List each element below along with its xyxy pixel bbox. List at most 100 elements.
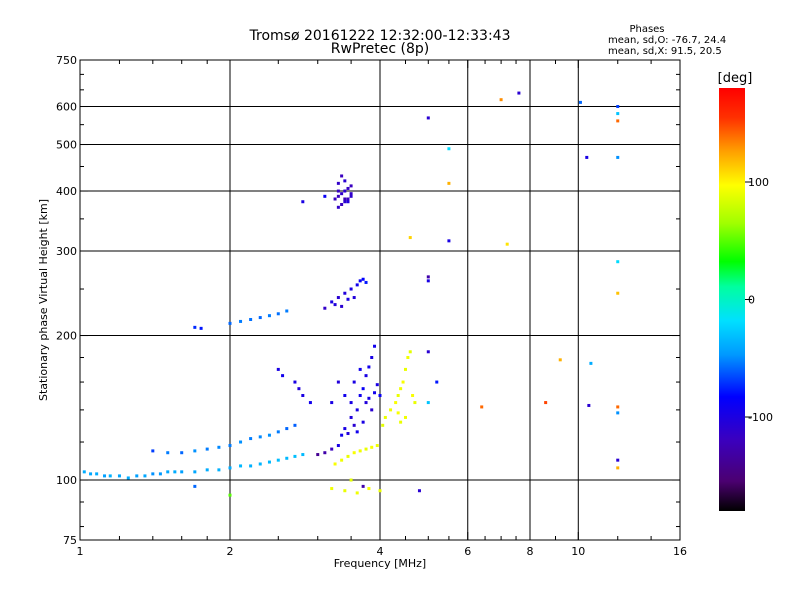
series-group xyxy=(276,344,382,457)
colorbar-tick-label: -100 xyxy=(748,411,773,424)
data-point xyxy=(616,466,620,470)
data-point xyxy=(435,380,439,384)
data-point xyxy=(267,314,271,318)
data-point xyxy=(352,423,356,427)
chart-subtitle: RwPretec (8p) xyxy=(331,41,429,57)
data-point xyxy=(151,449,155,453)
x-tick-label: 4 xyxy=(377,545,384,558)
data-point xyxy=(193,449,197,453)
stats-heading: Phases xyxy=(629,24,664,35)
x-tick-label: 10 xyxy=(571,545,585,558)
data-point xyxy=(346,186,350,190)
data-point xyxy=(336,189,340,193)
data-point xyxy=(228,466,232,470)
data-point xyxy=(378,489,382,493)
colorbar-tick-label: 100 xyxy=(748,176,769,189)
stats-o-mode: mean, sd,O: -76.7, 24.4 xyxy=(608,35,726,46)
data-point xyxy=(411,394,415,398)
data-point xyxy=(285,309,289,313)
data-point xyxy=(333,303,337,307)
data-point xyxy=(364,374,368,378)
data-point xyxy=(352,296,356,300)
data-point xyxy=(117,474,121,478)
data-point xyxy=(228,493,232,497)
data-point xyxy=(343,197,347,201)
data-point xyxy=(193,470,197,474)
data-point xyxy=(336,380,340,384)
data-point xyxy=(95,472,99,476)
data-point xyxy=(587,403,591,407)
data-point xyxy=(180,470,184,474)
data-point xyxy=(544,401,548,405)
data-point xyxy=(343,394,347,398)
data-point xyxy=(364,280,368,284)
data-points xyxy=(82,91,620,497)
data-point xyxy=(616,291,620,295)
data-point xyxy=(293,380,297,384)
data-point xyxy=(267,433,271,437)
y-tick-label: 100 xyxy=(56,474,77,487)
series-group xyxy=(330,350,417,495)
data-point xyxy=(217,468,221,472)
data-point xyxy=(417,489,421,493)
y-axis-label: Stationary phase Virtual Height [km] xyxy=(37,199,50,401)
data-point xyxy=(616,260,620,264)
data-point xyxy=(370,408,374,412)
data-point xyxy=(308,401,312,405)
x-tick-label: 6 xyxy=(464,545,471,558)
data-point xyxy=(336,181,340,185)
data-point xyxy=(383,415,387,419)
data-point xyxy=(205,468,209,472)
plot-frame xyxy=(79,59,681,541)
data-point xyxy=(616,458,620,462)
data-point xyxy=(343,189,347,193)
data-point xyxy=(413,401,417,405)
data-point xyxy=(585,155,589,159)
data-point xyxy=(373,391,377,395)
data-point xyxy=(361,420,365,424)
data-point xyxy=(505,242,509,246)
data-point xyxy=(517,91,521,95)
x-tick-label: 1 xyxy=(77,545,84,558)
data-point xyxy=(367,396,371,400)
data-point xyxy=(193,325,197,329)
data-point xyxy=(126,476,130,480)
data-point xyxy=(358,367,362,371)
data-point xyxy=(616,411,620,415)
data-point xyxy=(352,451,356,455)
data-point xyxy=(340,192,344,196)
data-point xyxy=(276,458,280,462)
data-point xyxy=(285,456,289,460)
data-point xyxy=(403,367,407,371)
data-point xyxy=(180,451,184,455)
data-point xyxy=(349,401,353,405)
data-point xyxy=(103,474,107,478)
data-point xyxy=(330,487,334,491)
data-point xyxy=(330,447,334,451)
series-group xyxy=(333,174,353,209)
data-point xyxy=(239,440,243,444)
data-point xyxy=(297,387,301,391)
series-group xyxy=(151,423,297,455)
y-tick-label: 400 xyxy=(56,185,77,198)
data-point xyxy=(239,464,243,468)
data-point xyxy=(340,304,344,308)
data-point xyxy=(258,462,262,466)
data-point xyxy=(364,447,368,451)
data-point xyxy=(249,464,253,468)
data-point xyxy=(108,474,112,478)
data-point xyxy=(205,447,209,451)
data-point xyxy=(267,460,271,464)
data-point xyxy=(394,401,398,405)
data-point xyxy=(375,383,379,387)
colorbar-tick-label: 0 xyxy=(748,294,755,307)
data-point xyxy=(426,275,430,279)
y-tick-label: 200 xyxy=(56,330,77,343)
data-point xyxy=(349,478,353,482)
data-point xyxy=(336,205,340,209)
data-point xyxy=(173,470,177,474)
data-point xyxy=(228,321,232,325)
data-point xyxy=(166,451,170,455)
data-point xyxy=(166,470,170,474)
